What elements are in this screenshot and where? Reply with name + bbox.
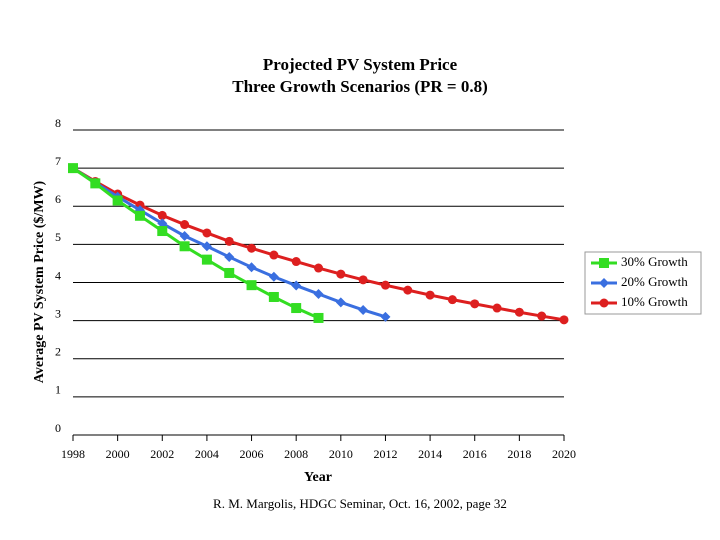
marker [269, 250, 279, 260]
marker [201, 241, 212, 252]
x-tick-label: 2012 [373, 447, 397, 461]
x-tick-label: 2016 [463, 447, 487, 461]
legend-label: 30% Growth [621, 254, 688, 269]
y-tick-label: 0 [55, 421, 61, 435]
marker [514, 307, 524, 317]
y-tick-label: 7 [55, 154, 61, 168]
marker [291, 257, 301, 267]
y-tick-label: 3 [55, 306, 61, 320]
legend-label: 20% Growth [621, 274, 688, 289]
x-tick-label: 2000 [106, 447, 130, 461]
marker [335, 297, 346, 308]
x-tick-label: 1998 [61, 447, 85, 461]
footer: R. M. Margolis, HDGC Seminar, Oct. 16, 2… [213, 496, 507, 511]
y-tick-label: 5 [55, 230, 61, 244]
x-tick-label: 2006 [240, 447, 264, 461]
marker [336, 269, 346, 279]
marker [179, 241, 190, 252]
marker [202, 228, 212, 238]
marker [599, 258, 609, 268]
marker [559, 315, 569, 325]
marker [358, 275, 368, 285]
marker [246, 262, 257, 273]
marker [90, 178, 101, 189]
marker [246, 280, 257, 291]
chart-subtitle: Three Growth Scenarios (PR = 0.8) [232, 77, 488, 96]
marker [268, 271, 279, 282]
marker [157, 226, 168, 237]
marker [599, 278, 609, 288]
x-tick-label: 2018 [507, 447, 531, 461]
marker [180, 220, 190, 230]
marker [291, 303, 302, 314]
marker [599, 298, 609, 308]
marker [224, 236, 234, 246]
y-tick-label: 8 [55, 116, 61, 130]
chart-title: Projected PV System Price [263, 55, 458, 74]
x-tick-label: 2014 [418, 447, 442, 461]
marker [447, 295, 457, 305]
marker [425, 290, 435, 300]
marker [358, 304, 369, 315]
marker [313, 312, 324, 323]
marker [403, 285, 413, 295]
y-tick-label: 4 [55, 268, 61, 282]
legend-label: 10% Growth [621, 294, 688, 309]
x-tick-label: 2010 [329, 447, 353, 461]
marker [380, 311, 391, 322]
marker [157, 210, 167, 220]
marker [470, 299, 480, 309]
marker [380, 280, 390, 290]
marker [134, 210, 145, 221]
marker [179, 230, 190, 241]
x-tick-label: 2002 [150, 447, 174, 461]
marker [313, 288, 324, 299]
marker [112, 195, 123, 206]
x-tick-label: 2008 [284, 447, 308, 461]
marker [157, 218, 168, 229]
x-tick-label: 2004 [195, 447, 219, 461]
marker [537, 311, 547, 321]
y-tick-label: 2 [55, 345, 61, 359]
x-axis-title: Year [304, 470, 332, 485]
marker [68, 163, 78, 174]
y-tick-label: 6 [55, 192, 61, 206]
marker [314, 263, 323, 273]
y-axis-title: Average PV System Price ($/MW) [32, 180, 47, 383]
y-tick-label: 1 [55, 383, 61, 397]
marker [268, 291, 279, 302]
marker [291, 280, 302, 291]
marker [247, 243, 257, 253]
marker [224, 251, 235, 262]
marker [201, 254, 212, 265]
x-tick-label: 2020 [552, 447, 576, 461]
marker [492, 303, 502, 313]
marker [224, 267, 235, 278]
